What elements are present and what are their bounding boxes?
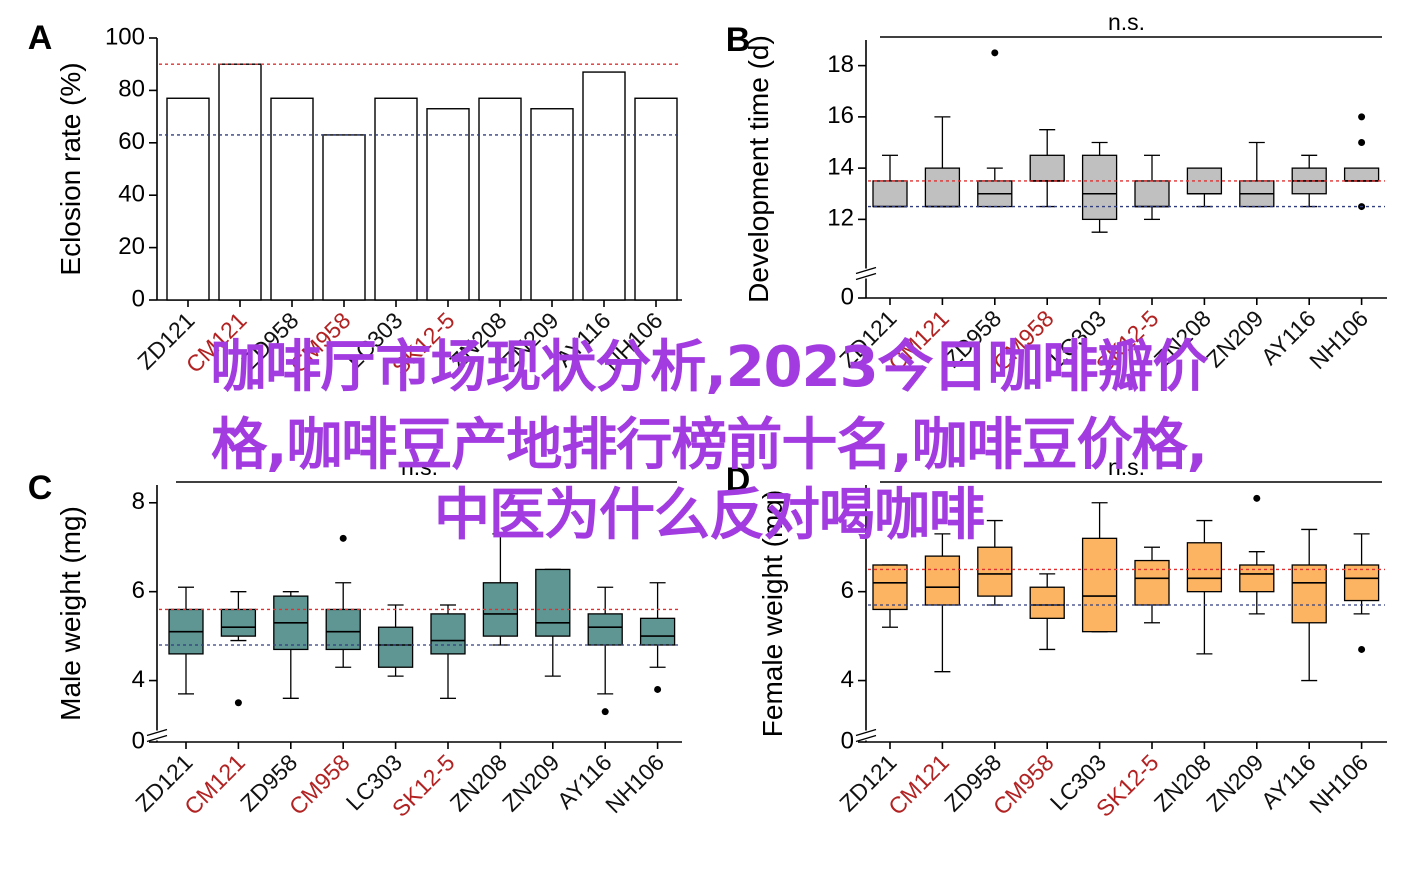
panel-b-ylabel: Development time (d) <box>743 35 774 303</box>
panel-d-box <box>977 546 1013 597</box>
panel-c-ytick-label: 4 <box>132 666 145 693</box>
panel-d-ytick-label: 4 <box>841 666 854 693</box>
panel-c-outlier <box>601 708 609 716</box>
panel-c-outlier <box>234 699 242 707</box>
panel-b-annotation: n.s. <box>1108 9 1145 35</box>
panel-b-axis-break-mark <box>855 266 877 275</box>
panel-a-ytick-label: 100 <box>105 23 145 50</box>
panel-c-axis-break-mark <box>146 728 168 737</box>
panel-c-xtick-label: NH106 <box>600 749 669 818</box>
panel-c-box <box>220 608 257 637</box>
panel-b-outlier <box>1358 113 1366 121</box>
panel-c-box <box>377 626 414 668</box>
panel-c-annotation: n.s. <box>401 454 438 480</box>
panel-a-ytick-label: 20 <box>118 233 145 260</box>
panel-b-ytick-label: 0 <box>841 283 854 310</box>
panel-c-ytick-label: 0 <box>132 727 145 754</box>
panel-c-box <box>482 582 519 637</box>
panel-d-box <box>1186 542 1223 593</box>
panel-a-ytick-label: 0 <box>132 285 145 312</box>
panel-b-letter: B <box>726 21 751 59</box>
panel-a-bar <box>478 97 522 301</box>
panel-b-ytick-label: 14 <box>827 153 854 180</box>
panel-b-box <box>1134 180 1170 208</box>
panel-a-bar <box>166 97 210 301</box>
panel-b-box <box>1029 154 1065 182</box>
panel-a-ytick-label: 40 <box>118 181 145 208</box>
panel-a-bar <box>530 108 574 301</box>
panel-b-axis-break-gap <box>862 268 870 279</box>
panel-c-box <box>535 568 571 637</box>
panel-b-xtick-label: ZN208 <box>1149 305 1216 372</box>
panel-a-bar <box>582 71 626 301</box>
panel-c-xtick-label: ZN209 <box>497 749 564 816</box>
panel-b-axis-break-mark <box>855 272 877 281</box>
panel-c-ytick-label: 8 <box>132 488 145 515</box>
panel-d-box <box>1029 586 1065 619</box>
panel-c-ytick-label: 6 <box>132 577 145 604</box>
panel-b-box <box>872 180 908 208</box>
panel-d-box <box>1343 564 1380 602</box>
panel-d-box <box>1291 564 1327 624</box>
panel-d-axis-break-mark <box>855 728 877 737</box>
panel-d-outlier <box>1253 494 1261 502</box>
panel-a-bar <box>374 97 418 301</box>
panel-c-box <box>430 613 466 655</box>
panel-d-xtick-label: ZN209 <box>1201 749 1268 816</box>
panel-c-xtick-label: ZN208 <box>445 749 512 816</box>
panel-a-xtick-label: ZN209 <box>496 307 563 374</box>
panel-a-bar <box>322 134 366 301</box>
panel-d-ytick-label: 6 <box>841 577 854 604</box>
panel-a-ytick-label: 60 <box>118 128 145 155</box>
panel-b-box <box>1343 167 1380 182</box>
panel-b-outlier <box>1358 139 1366 146</box>
panel-b-ytick-label: 18 <box>827 51 854 78</box>
panel-d-box <box>872 564 908 611</box>
panel-b-outlier <box>991 49 999 57</box>
panel-c-outlier <box>654 685 662 693</box>
panel-d-box <box>1081 537 1118 633</box>
panel-a-bar <box>634 97 678 301</box>
panel-a-bar <box>426 108 470 301</box>
panel-c-axis-break-gap <box>153 730 161 741</box>
panel-d-box <box>1134 559 1170 606</box>
panel-a-bar <box>218 63 262 301</box>
panel-d-axis-break-gap <box>862 730 870 741</box>
panel-b-ytick-label: 16 <box>827 102 854 129</box>
panel-d-annotation: n.s. <box>1108 454 1145 480</box>
panel-d-box <box>1239 564 1275 593</box>
panel-a-xtick-label: ZN208 <box>444 307 511 374</box>
panel-d-ylabel: Female weight (mg) <box>757 490 788 737</box>
panel-b-box <box>924 167 961 208</box>
panel-d-outlier <box>1358 645 1366 653</box>
panel-a-bar <box>270 97 314 301</box>
panel-c-axis-break-mark <box>146 734 168 743</box>
panel-a-ytick-label: 80 <box>118 76 145 103</box>
panel-a-ylabel: Eclosion rate (%) <box>55 62 86 275</box>
panel-d-axis-break-mark <box>855 734 877 743</box>
panel-a-xtick-label: NH106 <box>599 307 668 376</box>
panel-d-box <box>924 555 961 606</box>
panel-c-box <box>587 613 623 646</box>
panel-b-ytick-label: 12 <box>827 205 854 232</box>
panel-a-letter: A <box>28 19 53 57</box>
panel-b-box <box>1081 154 1118 221</box>
panel-c-ylabel: Male weight (mg) <box>55 506 86 721</box>
panel-c-outlier <box>339 534 347 542</box>
panel-b-xtick-label: ZN209 <box>1201 305 1268 372</box>
panel-d-ytick-label: 0 <box>841 727 854 754</box>
panel-c-box <box>325 608 361 651</box>
panel-d-xtick-label: ZN208 <box>1149 749 1216 816</box>
panel-b-xtick-label: NH106 <box>1304 305 1373 374</box>
panel-d-letter: D <box>726 461 751 499</box>
panel-d-xtick-label: NH106 <box>1304 749 1373 818</box>
panel-c-letter: C <box>28 469 53 507</box>
panel-c-box <box>639 617 676 646</box>
